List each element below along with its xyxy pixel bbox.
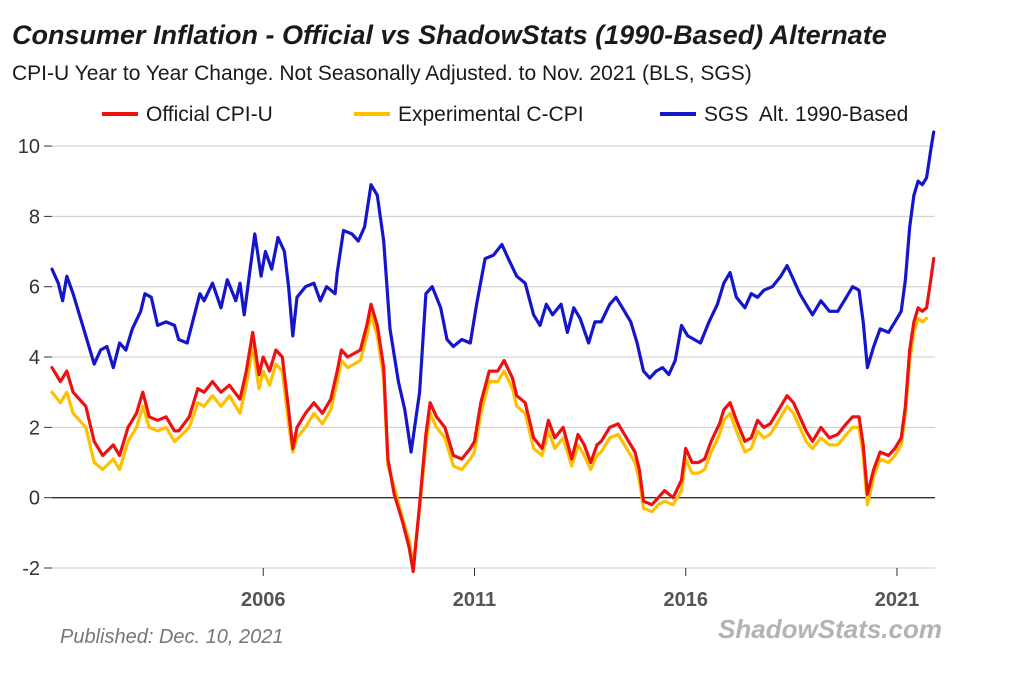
chart-title: Consumer Inflation - Official vs ShadowS… <box>12 20 887 50</box>
chart-subtitle: CPI-U Year to Year Change. Not Seasonall… <box>12 62 752 85</box>
series-line-official <box>50 257 936 574</box>
x-tick-label: 2021 <box>875 589 920 611</box>
x-tick-label: 2011 <box>453 589 496 611</box>
y-tick-label: -2 <box>22 558 40 580</box>
grid <box>52 145 935 569</box>
y-tick-label: 2 <box>29 417 40 439</box>
watermark: ShadowStats.com <box>718 614 942 644</box>
x-tick-label: 2016 <box>663 589 708 611</box>
y-tick-label: 4 <box>29 347 40 369</box>
series-line-sgs <box>50 130 936 454</box>
series-line-experimental <box>50 313 929 567</box>
legend-label-sgs: SGS Alt. 1990-Based <box>704 103 908 126</box>
x-tick-label: 2006 <box>241 589 286 611</box>
x-axis-ticks: 2006 2011 2016 2021 <box>241 568 919 611</box>
legend: Official CPI-U Experimental C-CPI SGS Al… <box>102 103 908 126</box>
y-tick-label: 0 <box>29 488 40 510</box>
y-tick-label: 6 <box>29 277 40 299</box>
legend-label-official: Official CPI-U <box>146 103 273 126</box>
legend-label-experimental: Experimental C-CPI <box>398 103 584 126</box>
y-tick-label: 8 <box>29 206 40 228</box>
y-tick-label: 10 <box>18 136 40 158</box>
published-date: Published: Dec. 10, 2021 <box>60 626 284 648</box>
series-layer <box>50 130 936 574</box>
y-axis-ticks: -2 0 2 4 6 8 10 <box>18 136 52 580</box>
